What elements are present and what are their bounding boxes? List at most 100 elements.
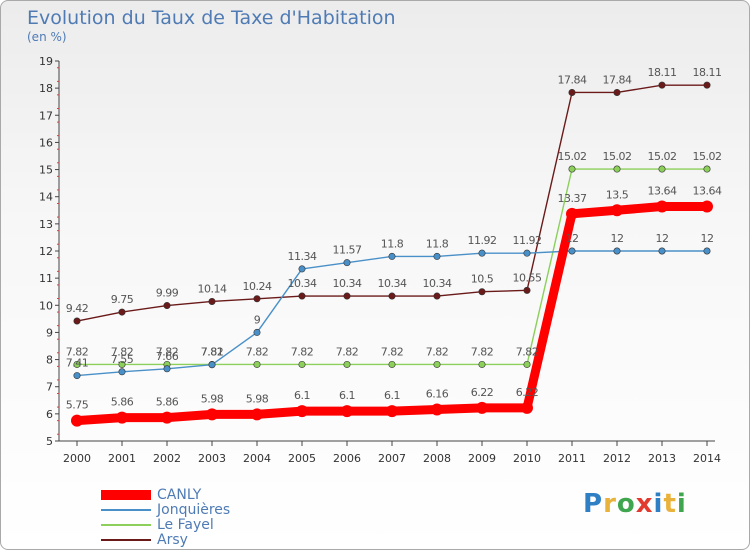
data-label: 10.34: [288, 277, 317, 290]
legend-label: Le Fayel: [157, 516, 214, 533]
data-point: [701, 200, 713, 213]
data-label: 5.98: [201, 392, 224, 405]
data-label: 15.02: [648, 150, 677, 163]
data-label: 17.84: [603, 73, 632, 86]
data-point: [656, 200, 668, 213]
data-point: [566, 207, 578, 220]
x-tick-label: 2007: [378, 452, 406, 465]
y-tick-label: 11: [39, 272, 53, 285]
data-point: [613, 88, 621, 96]
data-label: 15.02: [693, 150, 722, 163]
x-tick-label: 2009: [468, 452, 496, 465]
data-point: [206, 408, 218, 421]
data-point: [658, 81, 666, 89]
data-point: [658, 247, 666, 255]
data-label: 5.75: [66, 399, 89, 412]
legend-label: Arsy: [157, 531, 188, 548]
data-label: 7.82: [111, 345, 134, 358]
data-point: [208, 361, 216, 369]
data-point: [253, 360, 261, 368]
data-label: 11.34: [288, 250, 317, 263]
data-label: 13.64: [693, 184, 722, 197]
data-label: 6.1: [294, 389, 310, 402]
data-label: 7.82: [336, 345, 359, 358]
data-label: 12: [566, 232, 579, 245]
data-point: [613, 165, 621, 173]
x-tick-label: 2001: [108, 452, 136, 465]
data-label: 10.34: [423, 277, 452, 290]
data-point: [253, 328, 261, 336]
data-label: 11.92: [513, 234, 542, 247]
data-point: [343, 259, 351, 267]
y-tick-label: 19: [39, 55, 53, 68]
data-label: 13.37: [558, 192, 587, 205]
data-point: [163, 365, 171, 373]
data-label: 15.02: [558, 150, 587, 163]
data-label: 7.82: [471, 345, 494, 358]
data-point: [568, 247, 576, 255]
data-point: [298, 292, 306, 300]
data-point: [161, 411, 173, 424]
data-point: [343, 360, 351, 368]
y-tick-label: 16: [39, 136, 53, 149]
data-point: [73, 360, 81, 368]
data-point: [611, 204, 623, 217]
x-tick-label: 2010: [513, 452, 541, 465]
legend-swatch: [101, 538, 151, 541]
data-label: 9.75: [111, 293, 134, 306]
legend-item: CANLY: [101, 487, 201, 503]
data-label: 6.1: [339, 389, 355, 402]
data-label: 7.81: [201, 346, 224, 359]
data-point: [386, 405, 398, 418]
data-point: [568, 165, 576, 173]
data-point: [433, 252, 441, 260]
x-tick-label: 2013: [648, 452, 676, 465]
data-label: 7.82: [516, 345, 539, 358]
data-label: 6.1: [384, 389, 400, 402]
data-point: [476, 401, 488, 414]
data-point: [658, 165, 666, 173]
data-point: [296, 405, 308, 418]
y-tick-label: 10: [39, 299, 53, 312]
data-label: 9.99: [156, 287, 179, 300]
legend-item: Arsy: [101, 531, 188, 548]
data-point: [118, 368, 126, 376]
y-tick-label: 13: [39, 218, 53, 231]
data-label: 7.41: [66, 357, 89, 370]
data-label: 5.86: [111, 396, 134, 409]
data-point: [433, 292, 441, 300]
data-label: 6.16: [426, 388, 449, 401]
x-tick-label: 2006: [333, 452, 361, 465]
y-tick-label: 5: [46, 435, 53, 448]
data-label: 12: [656, 232, 669, 245]
data-label: 18.11: [648, 66, 677, 79]
data-label: 7.82: [66, 345, 89, 358]
logo-letter: t: [663, 489, 677, 519]
data-label: 7.82: [426, 345, 449, 358]
data-point: [73, 372, 81, 380]
data-label: 12: [611, 232, 624, 245]
x-tick-label: 2000: [63, 452, 91, 465]
legend-item: Jonquières: [101, 502, 230, 518]
data-point: [703, 165, 711, 173]
data-label: 10.14: [198, 282, 227, 295]
data-point: [568, 88, 576, 96]
y-tick-label: 18: [39, 82, 53, 95]
data-point: [298, 360, 306, 368]
data-label: 10.34: [378, 277, 407, 290]
legend-swatch: [101, 508, 151, 511]
data-point: [341, 405, 353, 418]
data-label: 10.34: [333, 277, 362, 290]
data-label: 12: [701, 232, 714, 245]
data-point: [73, 317, 81, 325]
legend-swatch: [101, 523, 151, 526]
data-point: [478, 249, 486, 257]
x-tick-label: 2003: [198, 452, 226, 465]
y-tick-label: 12: [39, 245, 53, 258]
chart-axes: 5 6 7 8 9 10 11 12 13 14 15 16 17 18 19 2000 2001 2002 200…: [39, 55, 721, 465]
data-label: 9: [254, 313, 261, 326]
data-point: [431, 403, 443, 416]
data-label: 17.84: [558, 73, 587, 86]
